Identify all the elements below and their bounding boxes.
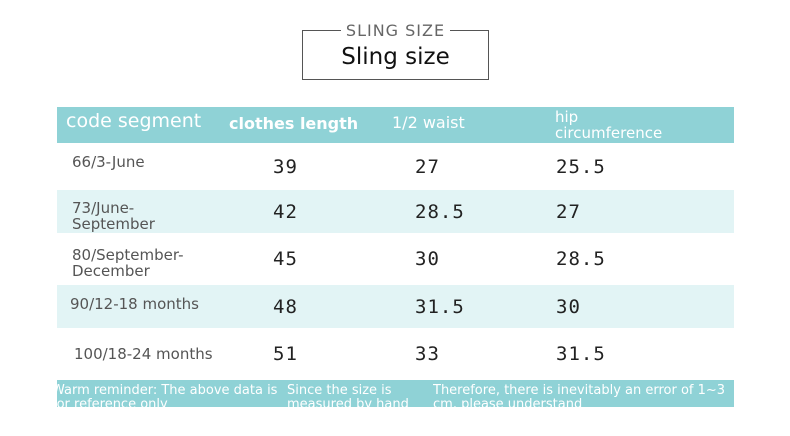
table-row: 73/June-September 42 28.5 27 [57, 190, 734, 233]
footer-note: Warm reminder: The above data is for ref… [57, 384, 278, 407]
size-table: code segment clothes length 1/2 waist hip c… [57, 107, 734, 380]
size-value: 31.5 [556, 343, 606, 365]
size-value: 48 [273, 295, 298, 318]
title-frame [302, 30, 489, 80]
size-label: 73/June-September [72, 199, 155, 233]
column-header: code segment [66, 110, 202, 132]
column-header: hip circumference [555, 108, 663, 142]
size-value: 30 [556, 295, 581, 318]
size-label: 80/September-December [72, 246, 184, 280]
column-header: 1/2 waist [392, 113, 465, 132]
size-value: 31.5 [415, 295, 465, 318]
table-row: 66/3-June 39 27 25.5 [57, 143, 734, 190]
size-value: 27 [415, 155, 440, 178]
size-value: 42 [273, 200, 298, 223]
size-value: 30 [415, 248, 440, 270]
subtitle: SLING SIZE [345, 21, 446, 40]
size-value: 33 [415, 343, 440, 365]
size-value: 28.5 [415, 200, 465, 223]
size-value: 39 [273, 155, 298, 178]
size-label: 100/18-24 months [74, 345, 213, 363]
size-label: 90/12-18 months [70, 295, 199, 313]
table-row: 80/September-December 45 30 28.5 [57, 233, 734, 285]
size-value: 45 [273, 248, 298, 270]
size-value: 25.5 [556, 155, 606, 178]
table-row: 90/12-18 months 48 31.5 30 [57, 285, 734, 328]
column-header: clothes length [229, 114, 359, 133]
title: Sling size [341, 44, 450, 70]
size-value: 27 [556, 200, 581, 223]
size-value: 28.5 [556, 248, 606, 270]
footer-note: Since the size is measured by hand [287, 384, 409, 407]
size-label: 66/3-June [72, 153, 145, 171]
size-value: 51 [273, 343, 298, 365]
footer-note: Therefore, there is inevitably an error … [433, 384, 726, 407]
header-row: code segment clothes length 1/2 waist hip c… [57, 107, 734, 143]
table-row: 100/18-24 months 51 33 31.5 [57, 328, 734, 380]
footer: Warm reminder: The above data is for ref… [57, 380, 734, 407]
